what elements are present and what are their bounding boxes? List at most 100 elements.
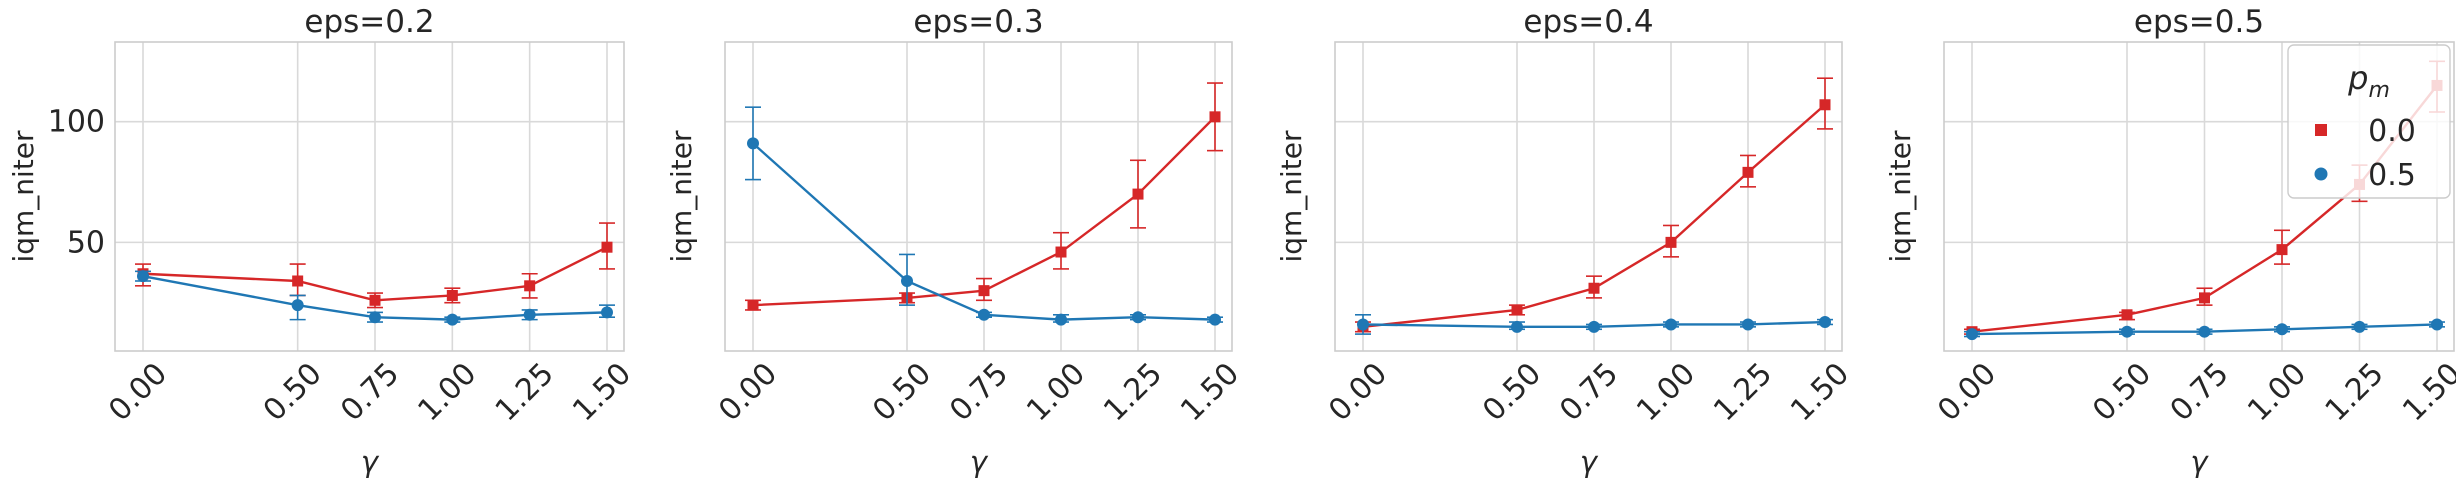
x-tick-label: 0.00 (1322, 356, 1394, 428)
data-point (292, 275, 304, 287)
data-point (1132, 188, 1144, 200)
data-point (1588, 320, 1600, 333)
data-point (1966, 328, 1978, 341)
x-tick-label: 1.00 (2241, 356, 2313, 428)
data-point (446, 313, 459, 326)
data-point (1209, 313, 1221, 326)
x-tick-label: 0.50 (257, 356, 329, 428)
subplot-title: eps=0.3 (913, 4, 1043, 40)
x-tick-label: 1.25 (489, 356, 561, 428)
series-line (142, 274, 608, 321)
subplot-1: 50 100 0.00 0.50 0.75 1.00 1.25 1.50 eps=0.2 γ iqm… (7, 4, 638, 479)
data-point (1209, 111, 1221, 123)
x-tick-label: 0.75 (1553, 356, 1625, 428)
series-0-0 (1355, 77, 1833, 333)
x-tick-label: 0.50 (866, 356, 938, 428)
data-point (2121, 325, 2133, 338)
data-point (1055, 246, 1067, 258)
data-point (369, 311, 381, 324)
data-point (2198, 325, 2211, 338)
data-point (446, 289, 458, 301)
x-axis-label: γ (970, 445, 989, 479)
data-point (2353, 320, 2366, 333)
y-axis-label: iqm_niter (1275, 130, 1308, 263)
data-point (1055, 313, 1067, 326)
x-tick-label: 0.75 (943, 356, 1015, 428)
data-point (1665, 236, 1677, 248)
x-axis-label: γ (361, 445, 380, 479)
x-tick-label: 1.50 (1174, 356, 1246, 428)
series-0-5 (135, 270, 615, 326)
data-point (601, 306, 613, 319)
y-axis-label: iqm_niter (1884, 130, 1917, 263)
plot-frame (1943, 41, 2455, 352)
series-0-5 (745, 106, 1223, 326)
data-point (978, 285, 990, 297)
series-line (752, 115, 1216, 307)
x-axis-label: γ (2190, 445, 2209, 479)
x-tick-label: 1.25 (2319, 356, 2391, 428)
series-line (752, 142, 1216, 321)
legend-label: 0.5 (2368, 158, 2416, 193)
data-point (524, 280, 536, 292)
x-tick-label: 1.25 (1707, 356, 1779, 428)
plot-frame (1334, 41, 1843, 352)
x-tick-label: 0.75 (2164, 356, 2236, 428)
x-tick-label: 0.75 (334, 356, 406, 428)
series-line (142, 246, 608, 302)
series-0-5 (1355, 313, 1833, 335)
x-tick-label: 0.50 (1476, 356, 1548, 428)
x-tick-label: 0.00 (712, 356, 784, 428)
legend: pm 0.0 0.5 (2287, 44, 2451, 199)
x-tick-label: 1.00 (1630, 356, 1702, 428)
plot-frame (724, 41, 1233, 352)
data-point (291, 299, 304, 312)
subplot-3: 0.00 0.50 0.75 1.00 1.25 1.50 eps=0.4 γ iqm_nite… (1275, 4, 1856, 479)
subplot-title: eps=0.5 (2134, 4, 2264, 40)
data-point (1132, 311, 1144, 324)
subplot-title: eps=0.4 (1523, 4, 1653, 40)
data-point (747, 299, 759, 311)
x-tick-label: 1.00 (1020, 356, 1092, 428)
data-point (137, 270, 149, 283)
data-point (2276, 323, 2288, 336)
series-line (1362, 103, 1826, 329)
x-tick-label: 1.50 (1784, 356, 1856, 428)
y-tick-label: 100 (48, 105, 105, 140)
series-0-0 (745, 82, 1223, 311)
data-point (1742, 318, 1754, 331)
data-point (369, 294, 381, 306)
plot-frame (114, 41, 625, 352)
x-axis-label: γ (1580, 445, 1599, 479)
data-point (747, 137, 759, 150)
subplot-2: 0.00 0.50 0.75 1.00 1.25 1.50 eps=0.3 γ iqm_nite… (665, 4, 1246, 479)
x-tick-label: 0.50 (2086, 356, 2158, 428)
subplot-title: eps=0.2 (304, 4, 434, 40)
data-point (1819, 99, 1831, 111)
data-point (2121, 309, 2133, 321)
data-point (1511, 320, 1523, 333)
data-point (2276, 244, 2288, 256)
x-tick-label: 0.00 (102, 356, 174, 428)
legend-box (2287, 44, 2451, 199)
data-point (1819, 316, 1831, 329)
y-axis-label: iqm_niter (7, 130, 40, 263)
data-point (1742, 166, 1754, 178)
subplot-4: 0.00 0.50 0.75 1.00 1.25 1.50 eps=0.5 γ iqm_nite… (1884, 4, 2456, 479)
data-point (978, 308, 990, 321)
legend-title: pm (2347, 59, 2390, 103)
data-point (2431, 318, 2443, 331)
series-line (1362, 320, 1826, 329)
data-point (1357, 318, 1369, 331)
x-tick-label: 1.25 (1097, 356, 1169, 428)
x-tick-label: 1.50 (566, 356, 638, 428)
legend-marker (2314, 167, 2328, 181)
y-tick-label: 50 (67, 225, 105, 260)
data-point (1665, 318, 1677, 331)
x-tick-label: 1.50 (2396, 356, 2456, 428)
x-tick-label: 0.00 (1931, 356, 2003, 428)
data-point (2199, 292, 2210, 304)
data-point (601, 241, 613, 253)
